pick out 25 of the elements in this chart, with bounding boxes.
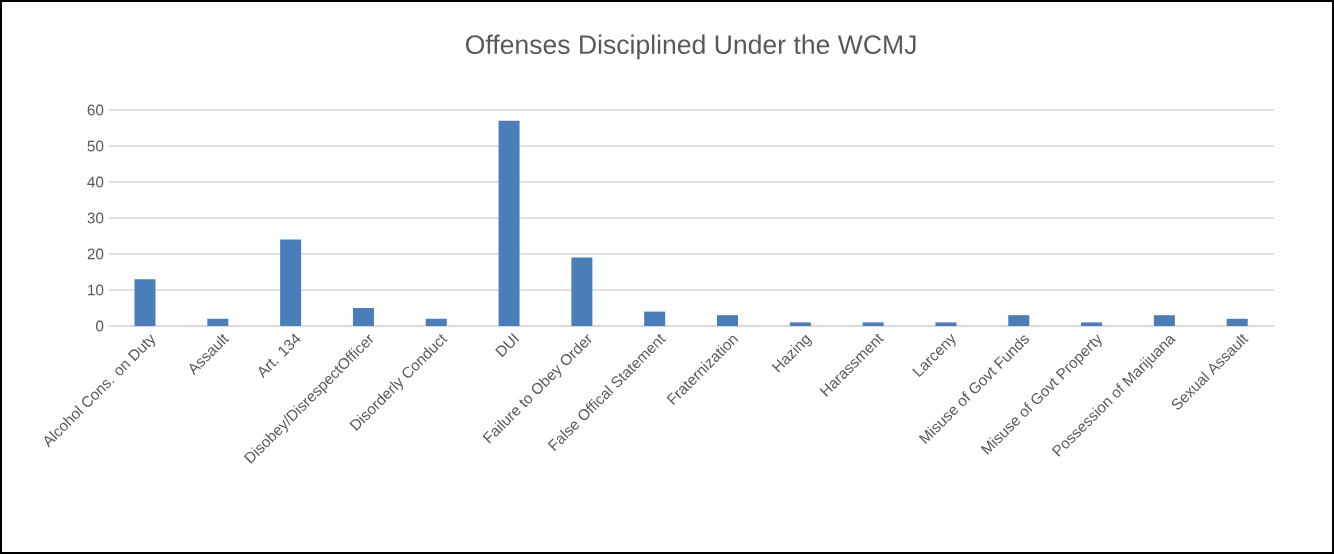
- y-tick-label: 50: [87, 140, 104, 152]
- y-tick-label: 60: [87, 104, 104, 116]
- y-tick-label: 10: [88, 284, 104, 296]
- bar: [207, 318, 229, 326]
- y-tick-label: 0: [96, 320, 104, 332]
- y-tick-label: 20: [87, 248, 104, 260]
- bar: [280, 239, 302, 326]
- bar: [717, 315, 739, 326]
- bar: [1081, 322, 1103, 326]
- y-tick-label: 30: [87, 212, 104, 224]
- bar: [498, 120, 520, 326]
- bar: [1226, 318, 1248, 326]
- bar: [1153, 315, 1175, 326]
- bar: [1008, 315, 1030, 326]
- bar: [862, 322, 884, 326]
- bar: [789, 322, 811, 326]
- chart-title: Offenses Disciplined Under the WCMJ: [465, 34, 916, 60]
- y-tick-label: 40: [87, 176, 104, 188]
- bar: [352, 308, 374, 326]
- bar: [571, 257, 593, 326]
- bar: [935, 322, 957, 326]
- bar: [644, 311, 666, 326]
- bar: [425, 318, 447, 326]
- x-tick-label: DUI: [495, 333, 520, 358]
- bar: [134, 279, 156, 326]
